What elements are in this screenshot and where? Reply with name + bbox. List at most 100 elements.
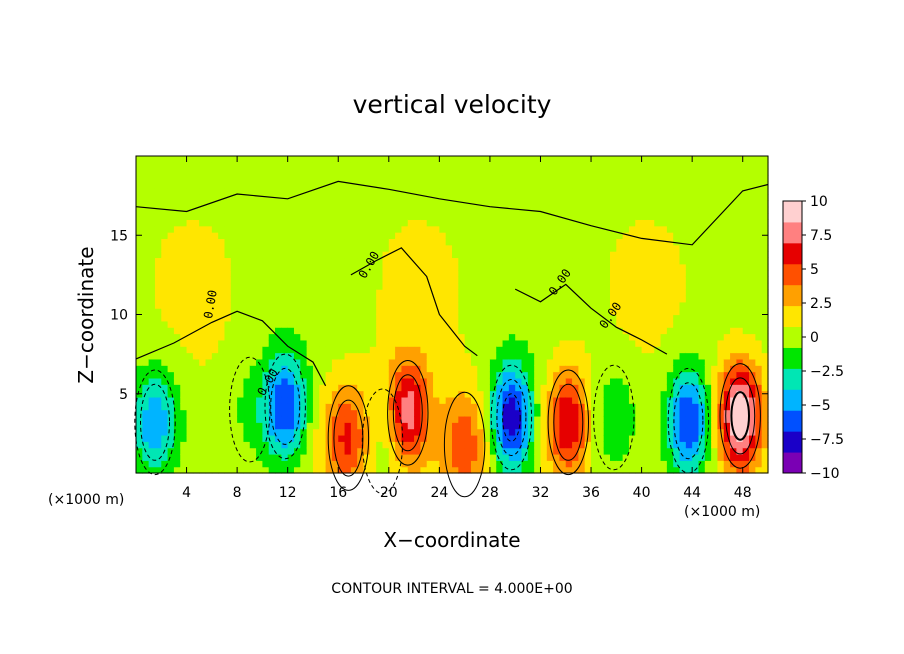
heatmap-cell <box>243 396 251 404</box>
heatmap-cell <box>407 441 415 449</box>
heatmap-cell <box>154 175 162 182</box>
heatmap-cell <box>578 175 586 182</box>
heatmap-cell <box>761 333 769 341</box>
heatmap-cell <box>205 156 213 163</box>
heatmap-cell <box>489 466 497 474</box>
heatmap-cell <box>736 390 744 398</box>
heatmap-cell <box>154 181 162 189</box>
heatmap-cell <box>142 238 150 246</box>
heatmap-cell <box>136 301 143 309</box>
heatmap-cell <box>262 447 270 455</box>
heatmap-cell <box>331 200 339 208</box>
heatmap-cell <box>142 162 150 170</box>
heatmap-cell <box>698 232 706 240</box>
heatmap-cell <box>306 219 314 227</box>
heatmap-cell <box>628 447 636 455</box>
heatmap-cell <box>262 295 270 303</box>
heatmap-cell <box>527 200 535 208</box>
heatmap-cell <box>489 371 497 379</box>
heatmap-cell <box>483 289 491 297</box>
heatmap-cell <box>192 409 200 417</box>
heatmap-cell <box>439 162 447 170</box>
heatmap-cell <box>534 434 542 442</box>
heatmap-cell <box>553 175 561 182</box>
heatmap-cell <box>205 371 213 379</box>
heatmap-cell <box>692 371 700 379</box>
heatmap-cell <box>312 339 320 347</box>
heatmap-cell <box>357 409 365 417</box>
heatmap-cell <box>452 409 459 417</box>
heatmap-cell <box>382 422 390 430</box>
heatmap-cell <box>521 384 529 392</box>
heatmap-cell <box>521 358 529 366</box>
heatmap-cell <box>489 168 497 176</box>
heatmap-cell <box>287 270 295 278</box>
heatmap-cell <box>508 415 516 423</box>
heatmap-cell <box>186 320 194 328</box>
heatmap-cell <box>218 409 226 417</box>
heatmap-cell <box>249 434 257 442</box>
heatmap-cell <box>338 346 346 354</box>
heatmap-cell <box>761 314 769 322</box>
heatmap-cell <box>628 352 636 360</box>
heatmap-cell <box>312 175 320 182</box>
heatmap-cell <box>376 168 384 176</box>
heatmap-cell <box>224 390 232 398</box>
heatmap-cell <box>572 314 579 322</box>
heatmap-cell <box>237 244 245 252</box>
heatmap-cell <box>534 162 542 170</box>
heatmap-cell <box>382 289 390 297</box>
heatmap-cell <box>578 168 586 176</box>
heatmap-cell <box>749 352 756 360</box>
heatmap-cell <box>616 295 624 303</box>
heatmap-cell <box>287 225 295 233</box>
heatmap-cell <box>173 447 181 455</box>
heatmap-cell <box>666 447 674 455</box>
heatmap-cell <box>736 422 744 430</box>
heatmap-cell <box>742 225 750 233</box>
heatmap-cell <box>294 346 301 354</box>
heatmap-cell <box>249 308 257 316</box>
heatmap-cell <box>338 175 346 182</box>
heatmap-cell <box>546 213 554 220</box>
heatmap-cell <box>761 270 769 278</box>
heatmap-cell <box>136 244 143 252</box>
heatmap-cell <box>294 276 301 284</box>
heatmap-cell <box>464 358 472 366</box>
heatmap-cell <box>565 434 573 442</box>
heatmap-cell <box>534 314 542 322</box>
heatmap-cell <box>666 232 674 240</box>
heatmap-cell <box>281 206 289 214</box>
heatmap-cell <box>527 238 535 246</box>
heatmap-cell <box>730 352 737 360</box>
heatmap-cell <box>287 396 295 404</box>
heatmap-cell <box>312 282 320 290</box>
heatmap-cell <box>388 206 396 214</box>
heatmap-cell <box>692 156 700 163</box>
heatmap-cell <box>603 238 611 246</box>
heatmap-cell <box>673 295 681 303</box>
heatmap-cell <box>660 333 668 341</box>
heatmap-cell <box>622 282 630 290</box>
heatmap-cell <box>382 346 390 354</box>
heatmap-cell <box>464 194 472 201</box>
heatmap-cell <box>376 327 384 335</box>
heatmap-cell <box>521 238 529 246</box>
heatmap-cell <box>572 194 579 201</box>
heatmap-cell <box>711 181 719 189</box>
heatmap-cell <box>622 232 630 240</box>
heatmap-cell <box>154 428 162 436</box>
heatmap-cell <box>515 282 523 290</box>
heatmap-cell <box>742 295 750 303</box>
heatmap-cell <box>603 377 611 385</box>
heatmap-cell <box>445 314 453 322</box>
heatmap-cell <box>540 434 548 442</box>
heatmap-cell <box>540 219 548 227</box>
heatmap-cell <box>477 314 485 322</box>
heatmap-cell <box>647 415 655 423</box>
heatmap-cell <box>382 441 390 449</box>
heatmap-cell <box>350 339 358 347</box>
heatmap-cell <box>635 162 643 170</box>
heatmap-cell <box>173 289 181 297</box>
heatmap-cell <box>685 365 693 373</box>
